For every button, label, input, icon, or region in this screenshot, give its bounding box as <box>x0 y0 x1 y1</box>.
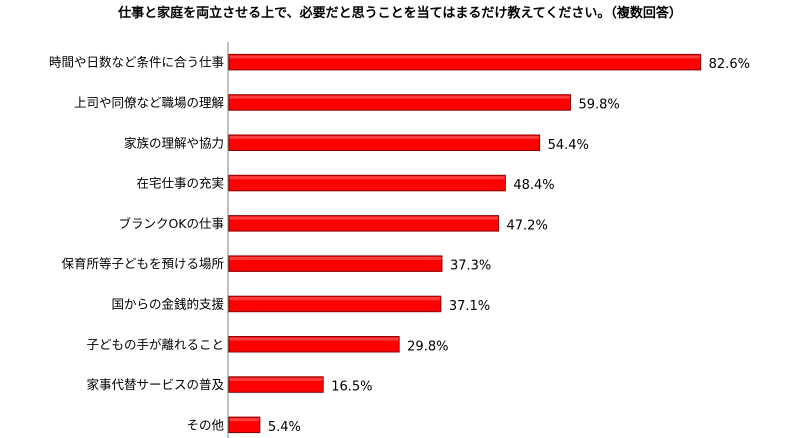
value-label: 37.3% <box>450 259 491 274</box>
bars-layer: 時間や日数など条件に合う仕事 82.6% 上司や同僚など職場の理解 59.8% 家族の理… <box>49 53 750 435</box>
category-label: 在宅仕事の充実 <box>136 176 224 191</box>
category-label: 国からの金銭的支援 <box>111 296 224 311</box>
bar-highlight <box>229 95 570 99</box>
value-label: 54.4% <box>548 138 589 153</box>
value-label: 16.5% <box>331 380 372 395</box>
bar-highlight <box>229 377 323 381</box>
value-label: 48.4% <box>513 178 554 193</box>
bar-highlight <box>229 216 499 220</box>
value-label: 47.2% <box>507 218 548 233</box>
value-label: 29.8% <box>407 339 448 354</box>
bar-highlight <box>229 55 701 59</box>
value-label: 59.8% <box>578 97 619 112</box>
bar-highlight <box>229 337 399 341</box>
chart-title: 仕事と家庭を両立させる上で、必要だと思うことを当てはまるだけ教えてください。（複… <box>117 5 682 21</box>
category-label: 家事代替サービスの普及 <box>86 377 224 392</box>
bar-highlight <box>229 418 260 422</box>
category-label: 時間や日数など条件に合う仕事 <box>49 55 224 70</box>
bar-highlight <box>229 136 540 139</box>
bar-highlight <box>229 297 441 301</box>
value-label: 37.1% <box>449 299 490 314</box>
category-label: ブランクOKの仕事 <box>118 216 224 231</box>
category-label: その他 <box>186 417 224 432</box>
category-label: 子どもの手が離れること <box>86 337 224 352</box>
bar-highlight <box>229 176 505 180</box>
category-label: 家族の理解や協力 <box>124 135 224 150</box>
value-label: 82.6% <box>709 57 750 72</box>
category-label: 保育所等子どもを預ける場所 <box>61 256 224 271</box>
value-label: 5.4% <box>268 420 301 435</box>
bar-highlight <box>229 256 442 260</box>
category-label: 上司や同僚など職場の理解 <box>74 95 224 110</box>
